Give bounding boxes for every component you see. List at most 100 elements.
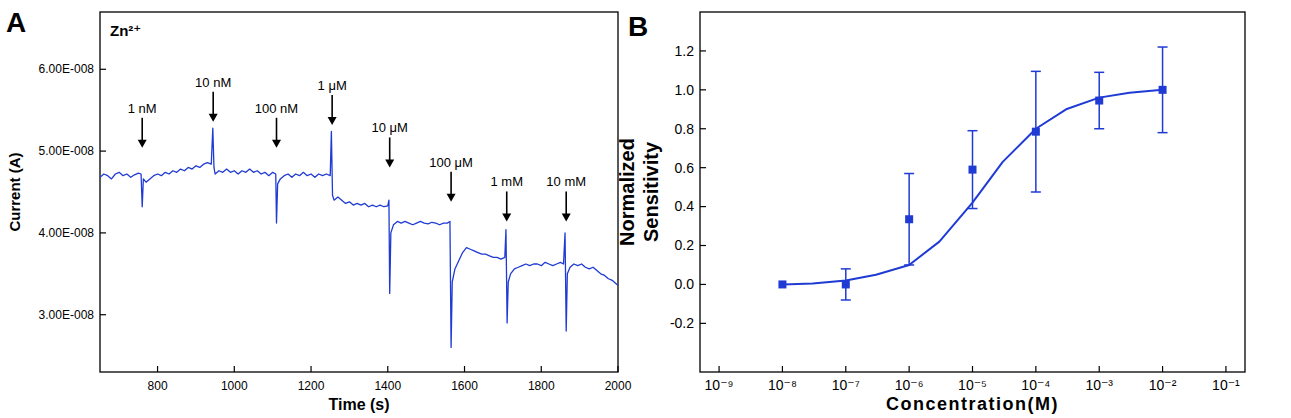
figure: 8001000120014001600180020003.00E-0084.00… (0, 0, 1291, 418)
annotation-label: 100 nM (255, 101, 298, 116)
y-tick (700, 284, 706, 285)
error-bar-cap (1094, 72, 1104, 74)
data-point (905, 215, 913, 223)
x-tick-label: 10⁻⁶ (895, 377, 924, 393)
x-tick-label: 10⁻³ (1085, 377, 1113, 393)
annotation-label: 1 mM (490, 174, 523, 189)
x-tick-label: 10⁻⁸ (768, 377, 797, 393)
x-tick-label: 10⁻⁹ (705, 377, 734, 393)
annotation-arrow (209, 92, 218, 122)
data-line (782, 90, 1162, 285)
x-axis-title: Time (s) (328, 396, 389, 413)
annotation-arrow (328, 95, 337, 125)
y-tick-label: -0.2 (670, 315, 694, 331)
y-tick-label: 0.2 (675, 237, 695, 253)
x-tick (617, 366, 618, 372)
x-tick-label: 10⁻⁷ (832, 377, 860, 393)
y-tick-label: 1.0 (675, 82, 695, 98)
x-tick (157, 366, 158, 372)
x-tick-label: 10⁻⁴ (1021, 377, 1050, 393)
x-tick (1225, 366, 1226, 372)
x-tick-label: 800 (148, 379, 168, 393)
plot-frame (100, 12, 618, 372)
x-tick-label: 10⁻¹ (1212, 377, 1240, 393)
error-bar (1094, 72, 1104, 128)
arrow-shaft (389, 137, 391, 161)
annotation-arrow (138, 118, 147, 148)
arrow-head (385, 159, 394, 167)
annotation-arrow (385, 137, 394, 167)
x-tick (1035, 366, 1036, 372)
y-tick-label: 4.00E-008 (39, 226, 95, 240)
y-tick (100, 69, 106, 70)
x-tick (909, 366, 910, 372)
y-tick-label: 0.0 (675, 276, 695, 292)
arrow-head (272, 140, 281, 148)
x-tick (1162, 366, 1163, 372)
panel: 8001000120014001600180020003.00E-0084.00… (6, 7, 632, 413)
y-tick (700, 50, 706, 51)
error-bar-cap (1094, 128, 1104, 130)
y-tick (700, 128, 706, 129)
y-tick (700, 89, 706, 90)
x-tick (718, 366, 719, 372)
x-tick-label: 1200 (298, 379, 325, 393)
x-tick-label: 10⁻² (1149, 377, 1177, 393)
error-bar-cap (904, 173, 914, 175)
x-tick (972, 366, 973, 372)
error-bar-cap (841, 299, 851, 301)
arrow-shaft (565, 191, 567, 215)
y-tick (700, 206, 706, 207)
x-tick (464, 366, 465, 372)
arrow-head (502, 213, 511, 221)
x-tick-label: 1000 (221, 379, 248, 393)
arrow-head (447, 194, 456, 202)
annotation-label: 1 nM (128, 101, 157, 116)
annotation-arrow (272, 118, 281, 148)
annotation-arrow (502, 191, 511, 221)
x-tick (782, 366, 783, 372)
panel: 10⁻⁹ 10⁻⁸ 10⁻⁷ 10⁻⁶ 10⁻⁵ 10⁻⁴ 10⁻³ 10⁻² 10⁻¹ -0.2… (616, 11, 1245, 414)
arrow-head (209, 114, 218, 122)
x-tick (845, 366, 846, 372)
annotation-label: 100 μM (429, 155, 473, 170)
error-bar-cap (1158, 132, 1168, 134)
y-tick (700, 167, 706, 168)
arrow-shaft (276, 118, 278, 142)
x-tick (387, 366, 388, 372)
arrow-head (562, 213, 571, 221)
annotation-label: 10 mM (546, 174, 586, 189)
x-tick-label: 2000 (605, 379, 632, 393)
y-tick-label: 6.00E-008 (39, 62, 95, 76)
y-tick (700, 323, 706, 324)
error-bar-cap (841, 268, 851, 270)
arrow-head (328, 117, 337, 125)
annotation-arrow (447, 172, 456, 202)
subtitle: Zn²⁺ (110, 22, 141, 39)
x-tick (1099, 366, 1100, 372)
x-axis-title: Concentration(M) (886, 394, 1059, 414)
arrow-shaft (331, 95, 333, 119)
annotation-label: 1 μM (318, 78, 347, 93)
x-tick-label: 10⁻⁵ (958, 377, 987, 393)
arrow-shaft (212, 92, 214, 116)
error-bar-cap (1031, 191, 1041, 193)
y-tick-label: 0.6 (675, 160, 695, 176)
arrow-shaft (450, 172, 452, 196)
annotation-label: 10 μM (371, 120, 407, 135)
data-point (969, 166, 977, 174)
y-axis-title: Current (A) (6, 152, 23, 231)
error-bar-cap (968, 130, 978, 132)
arrow-shaft (141, 118, 143, 142)
x-tick-label: 1600 (451, 379, 478, 393)
plot-frame (700, 12, 1245, 372)
y-tick (100, 314, 106, 315)
error-bar-cap (1158, 46, 1168, 48)
x-tick-label: 1800 (528, 379, 555, 393)
y-axis-title: Sensitivity (640, 141, 662, 242)
y-tick (700, 245, 706, 246)
y-tick-label: 5.00E-008 (39, 144, 95, 158)
y-tick (100, 232, 106, 233)
arrow-shaft (506, 191, 508, 215)
panel-label: A (6, 7, 26, 38)
